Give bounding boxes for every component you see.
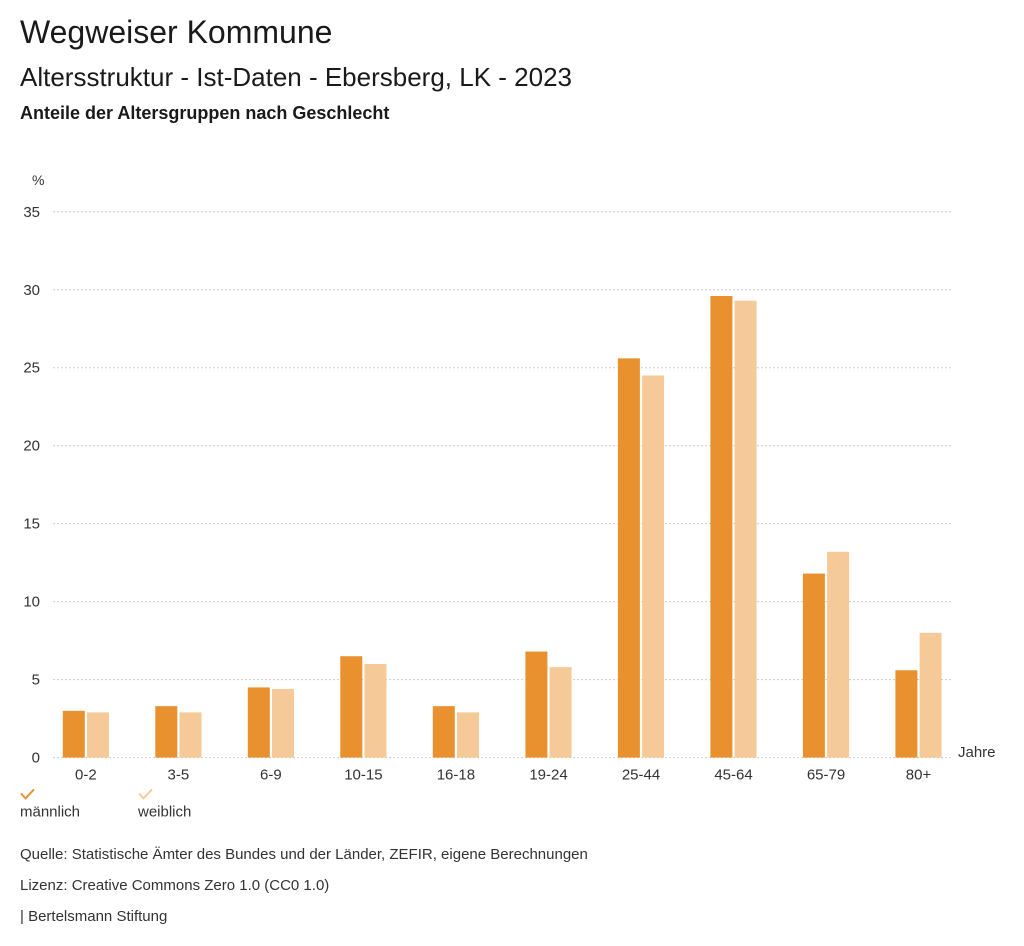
svg-text:6-9: 6-9 [260,767,282,780]
svg-text:0: 0 [32,750,40,767]
svg-text:19-24: 19-24 [529,767,567,780]
svg-text:10-15: 10-15 [344,767,382,780]
svg-text:35: 35 [23,204,40,221]
svg-text:0-2: 0-2 [75,767,97,780]
svg-text:3-5: 3-5 [168,767,190,780]
svg-text:10: 10 [23,594,40,611]
svg-text:15: 15 [23,516,40,533]
svg-text:65-79: 65-79 [807,767,845,780]
svg-text:25: 25 [23,360,40,377]
svg-text:16-18: 16-18 [437,767,475,780]
svg-text:30: 30 [23,282,40,299]
svg-text:25-44: 25-44 [622,767,660,780]
svg-text:80+: 80+ [906,767,932,780]
svg-text:45-64: 45-64 [714,767,752,780]
svg-text:20: 20 [23,438,40,455]
svg-text:5: 5 [32,672,40,689]
